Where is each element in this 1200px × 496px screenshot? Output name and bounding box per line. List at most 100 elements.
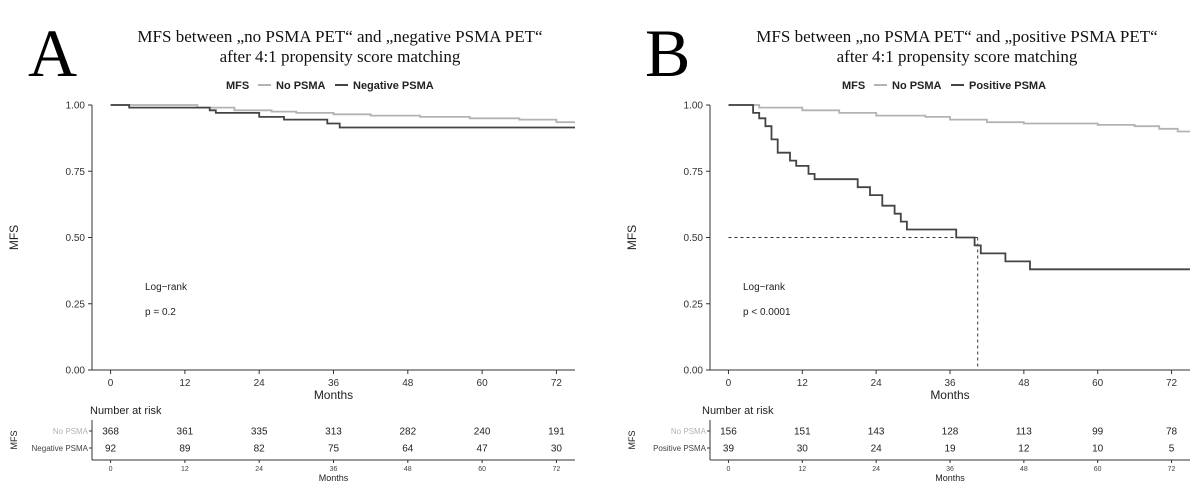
risk-cell: 30 [551, 444, 563, 455]
risk-row-label: No PSMA [53, 427, 89, 436]
x-axis-label: Months [314, 388, 353, 402]
x-tick-label: 24 [871, 378, 883, 389]
risk-cell: 5 [1169, 444, 1175, 455]
panel-b: B MFS between „no PSMA PET“ and „positiv… [625, 15, 1190, 483]
x-tick-label: 36 [328, 378, 340, 389]
risk-cell: 113 [1016, 427, 1032, 438]
x-tick-label: 12 [179, 378, 191, 389]
km-plot: 0.00 0.25 0.50 0.75 1.00 0 12 24 36 48 60 72 Months M… [7, 101, 575, 402]
y-tick-label: 0.50 [684, 233, 704, 244]
risk-x-axis-label: Months [319, 473, 349, 483]
risk-row-label: Negative PSMA [32, 444, 89, 453]
x-tick-label: 48 [1018, 378, 1030, 389]
y-axis-label: MFS [625, 225, 639, 250]
risk-x-tick-label: 0 [109, 466, 113, 473]
risk-cell: 24 [871, 444, 883, 455]
risk-cell: 75 [328, 444, 340, 455]
x-tick-label: 60 [1092, 378, 1104, 389]
chart-title-line2: after 4:1 propensity score matching [837, 47, 1078, 66]
legend: MFS No PSMA Positive PSMA [842, 80, 1046, 92]
risk-x-tick-label: 36 [946, 466, 954, 473]
risk-cell: 240 [474, 427, 491, 438]
logrank-label: Log−rank [743, 282, 786, 293]
legend-label-positive-psma: Positive PSMA [969, 80, 1046, 92]
risk-table: No PSMA 156 151 143 128 113 99 78 Positive PSMA 3… [627, 420, 1190, 483]
risk-x-tick-label: 48 [404, 466, 412, 473]
risk-cell: 39 [723, 444, 735, 455]
risk-x-tick-label: 0 [727, 466, 731, 473]
chart-title-line2: after 4:1 propensity score matching [220, 47, 461, 66]
risk-cell: 92 [105, 444, 117, 455]
x-tick-label: 36 [944, 378, 956, 389]
risk-cell: 19 [944, 444, 956, 455]
panel-a: A MFS between „no PSMA PET“ and „negativ… [7, 15, 575, 483]
panel-letter: B [645, 15, 690, 91]
y-tick-label: 0.00 [684, 366, 704, 377]
risk-x-tick-label: 12 [798, 466, 806, 473]
y-tick-label: 0.75 [684, 167, 704, 178]
risk-cell: 143 [868, 427, 885, 438]
risk-x-tick-label: 24 [255, 466, 263, 473]
risk-y-axis-label: MFS [627, 431, 637, 450]
risk-y-axis-label: MFS [9, 431, 19, 450]
risk-x-axis-label: Months [935, 473, 965, 483]
risk-x-tick-label: 12 [181, 466, 189, 473]
legend-title: MFS [226, 80, 249, 92]
risk-cell: 82 [254, 444, 266, 455]
risk-cell: 335 [251, 427, 268, 438]
km-plot: 0.00 0.25 0.50 0.75 1.00 0 12 24 36 48 60 72 Months M… [625, 101, 1190, 402]
risk-x-tick-label: 72 [553, 466, 561, 473]
p-value: p = 0.2 [145, 307, 176, 318]
risk-cell: 282 [399, 427, 416, 438]
x-tick-label: 72 [551, 378, 563, 389]
x-tick-label: 60 [477, 378, 489, 389]
y-tick-label: 0.25 [66, 299, 86, 310]
y-tick-label: 0.50 [66, 233, 86, 244]
risk-cell: 78 [1166, 427, 1178, 438]
risk-cell: 64 [402, 444, 414, 455]
x-tick-label: 0 [726, 378, 732, 389]
legend-label-no-psma: No PSMA [276, 80, 326, 92]
risk-cell: 156 [720, 427, 737, 438]
x-tick-label: 72 [1166, 378, 1178, 389]
risk-x-tick-label: 60 [478, 466, 486, 473]
y-tick-label: 1.00 [684, 101, 704, 112]
risk-row-label: Positive PSMA [653, 444, 707, 453]
risk-cell: 151 [794, 427, 811, 438]
series-line-no-psma [728, 104, 1190, 133]
x-axis-label: Months [930, 388, 969, 402]
series-line-negative-psma [110, 104, 575, 129]
legend: MFS No PSMA Negative PSMA [226, 80, 434, 92]
y-tick-label: 0.00 [66, 366, 86, 377]
risk-x-tick-label: 48 [1020, 466, 1028, 473]
risk-cell: 47 [477, 444, 489, 455]
risk-cell: 89 [179, 444, 191, 455]
risk-cell: 30 [797, 444, 809, 455]
risk-table-title: Number at risk [90, 405, 162, 417]
risk-row-label: No PSMA [671, 427, 707, 436]
risk-cell: 191 [548, 427, 565, 438]
panel-letter: A [28, 15, 77, 91]
risk-cell: 12 [1018, 444, 1030, 455]
risk-cell: 10 [1092, 444, 1104, 455]
legend-title: MFS [842, 80, 865, 92]
logrank-label: Log−rank [145, 282, 188, 293]
series-line-no-psma [110, 104, 575, 124]
chart-title-line1: MFS between „no PSMA PET“ and „positive … [756, 27, 1157, 46]
y-tick-label: 1.00 [66, 101, 86, 112]
p-value: p < 0.0001 [743, 307, 791, 318]
x-tick-label: 48 [402, 378, 414, 389]
risk-cell: 368 [102, 427, 119, 438]
x-tick-label: 24 [254, 378, 266, 389]
risk-x-tick-label: 24 [872, 466, 880, 473]
risk-cell: 313 [325, 427, 342, 438]
y-tick-label: 0.75 [66, 167, 86, 178]
risk-x-tick-label: 72 [1168, 466, 1176, 473]
risk-cell: 99 [1092, 427, 1104, 438]
risk-cell: 128 [942, 427, 959, 438]
x-tick-label: 0 [108, 378, 114, 389]
chart-title-line1: MFS between „no PSMA PET“ and „negative … [137, 27, 542, 46]
risk-cell: 361 [177, 427, 194, 438]
